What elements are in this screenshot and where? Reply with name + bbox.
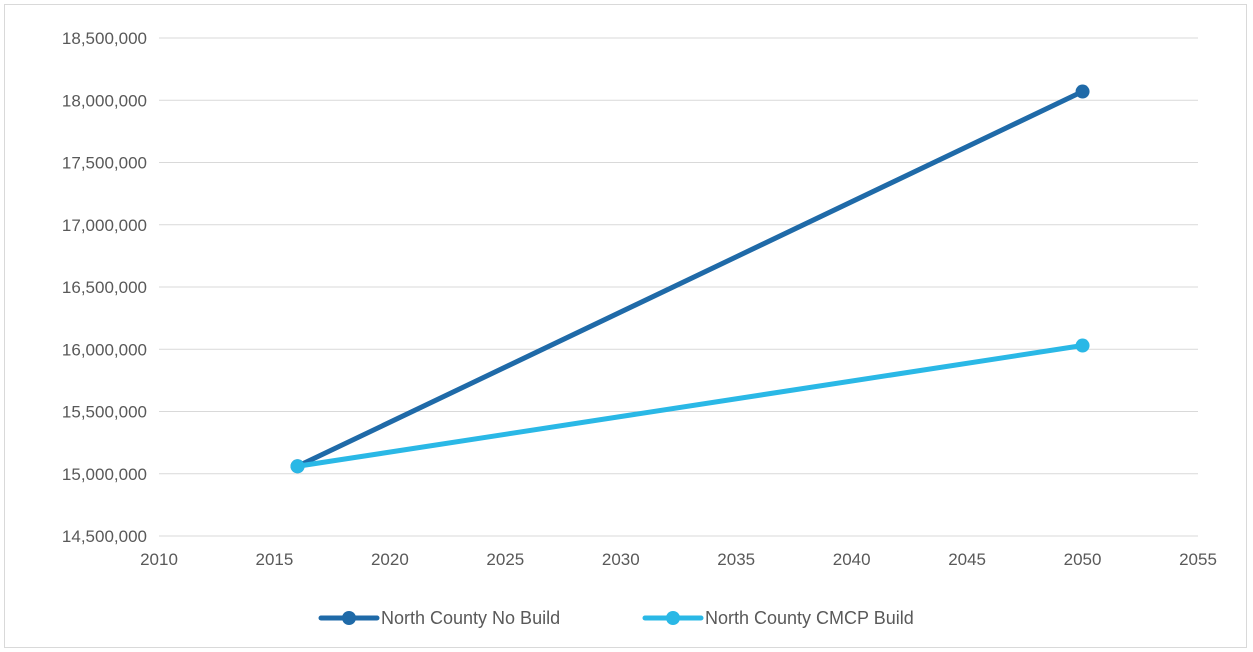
legend-item-1: North County No Build [318, 608, 560, 628]
x-tick-label: 2035 [717, 550, 755, 569]
y-tick-label: 17,500,000 [62, 154, 147, 173]
legend-swatch-marker [342, 611, 356, 625]
series-lines [290, 84, 1090, 474]
y-axis-tick-labels: 14,500,000 15,000,000 15,500,000 16,000,000… [62, 29, 147, 546]
line-chart: 14,500,000 15,000,000 15,500,000 16,000,000… [62, 29, 1217, 628]
x-tick-label: 2040 [833, 550, 871, 569]
y-tick-label: 16,000,000 [62, 340, 147, 359]
x-tick-label: 2030 [602, 550, 640, 569]
x-tick-label: 2055 [1179, 550, 1217, 569]
x-tick-label: 2045 [948, 550, 986, 569]
x-tick-label: 2015 [256, 550, 294, 569]
x-tick-label: 2050 [1064, 550, 1102, 569]
y-tick-label: 17,000,000 [62, 216, 147, 235]
legend-item-2: North County CMCP Build [642, 608, 914, 628]
y-tick-label: 15,000,000 [62, 465, 147, 484]
series-line [295, 343, 1086, 469]
legend: North County No Build North County CMCP B… [318, 608, 914, 628]
series-2 [290, 338, 1090, 474]
y-tick-label: 18,500,000 [62, 29, 147, 48]
y-tick-label: 15,500,000 [62, 403, 147, 422]
legend-label: North County CMCP Build [705, 608, 914, 628]
legend-label: North County No Build [381, 608, 560, 628]
data-point [1075, 338, 1090, 353]
legend-swatch-marker [666, 611, 680, 625]
chart-frame: 14,500,000 15,000,000 15,500,000 16,000,000… [4, 4, 1247, 648]
data-point [290, 459, 305, 474]
x-tick-label: 2010 [140, 550, 178, 569]
x-tick-label: 2025 [486, 550, 524, 569]
y-tick-label: 18,000,000 [62, 91, 147, 110]
data-point [1075, 84, 1090, 99]
y-tick-label: 14,500,000 [62, 527, 147, 546]
series-line [295, 89, 1086, 469]
x-axis-tick-labels: 2010 2015 2020 2025 2030 2035 2040 2045 2050 2055 [140, 550, 1217, 569]
series-1 [290, 84, 1090, 474]
y-tick-label: 16,500,000 [62, 278, 147, 297]
x-tick-label: 2020 [371, 550, 409, 569]
